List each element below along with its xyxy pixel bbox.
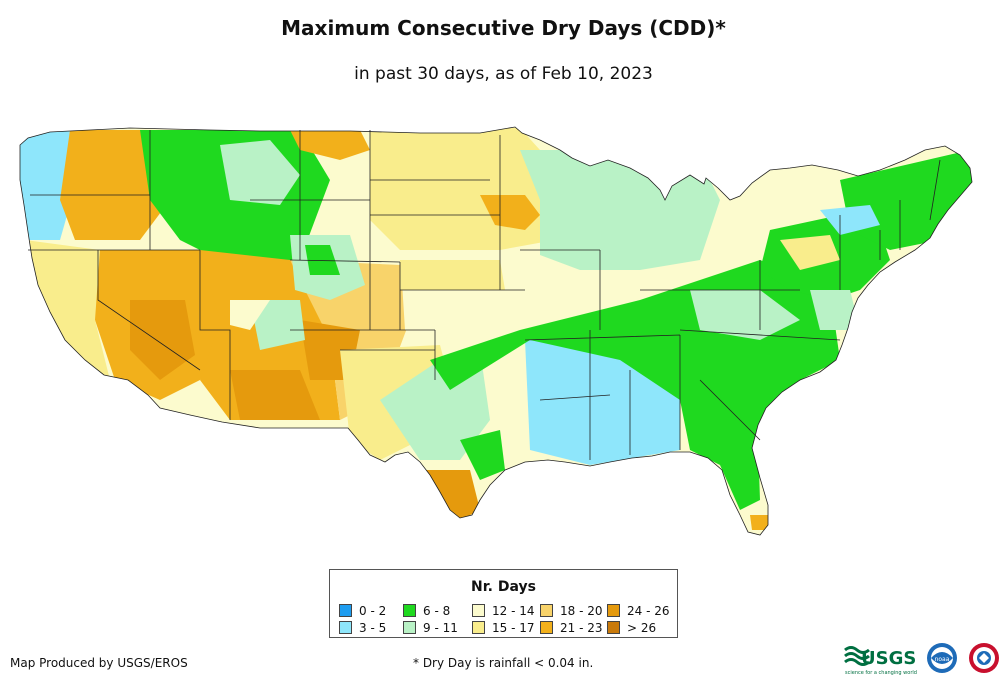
legend-title: Nr. Days: [471, 579, 536, 595]
legend-item: 3 - 5: [339, 620, 403, 635]
legend-label: 18 - 20: [560, 603, 603, 618]
legend-swatch: [339, 604, 352, 617]
legend-label: 21 - 23: [560, 620, 603, 635]
us-cdd-map: [19, 126, 973, 536]
usgs-logo: USGS science for a changing world: [844, 646, 917, 676]
nws-logo: [969, 643, 999, 673]
usgs-logo-text: USGS: [861, 648, 916, 669]
legend-label: 9 - 11: [423, 620, 458, 635]
usgs-tagline: science for a changing world: [845, 670, 917, 676]
legend-item: 15 - 17: [472, 620, 540, 635]
legend-grid: 0 - 2 6 - 8 12 - 14 18 - 20 24 - 26 3 - …: [339, 603, 670, 635]
legend-item: 6 - 8: [403, 603, 472, 618]
produced-by-credit: Map Produced by USGS/EROS: [10, 656, 188, 670]
legend: Nr. Days 0 - 2 6 - 8 12 - 14 18 - 20 24 …: [329, 569, 678, 638]
legend-swatch: [339, 621, 352, 634]
noaa-logo-text: noaa: [935, 656, 950, 663]
legend-swatch: [540, 604, 553, 617]
legend-swatch: [607, 604, 620, 617]
legend-item: 0 - 2: [339, 603, 403, 618]
state-borders: [19, 126, 973, 536]
legend-swatch: [540, 621, 553, 634]
map-title: Maximum Consecutive Dry Days (CDD)*: [281, 16, 726, 40]
legend-label: 12 - 14: [492, 603, 535, 618]
legend-swatch: [472, 604, 485, 617]
legend-item: > 26: [607, 620, 669, 635]
legend-swatch: [472, 621, 485, 634]
noaa-logo: noaa: [927, 643, 957, 673]
legend-label: 3 - 5: [359, 620, 387, 635]
legend-label: > 26: [627, 620, 657, 635]
agency-logos: USGS science for a changing world noaa: [844, 643, 999, 676]
legend-item: 18 - 20: [540, 603, 607, 618]
legend-label: 15 - 17: [492, 620, 535, 635]
legend-item: 21 - 23: [540, 620, 607, 635]
dry-days-fill: [20, 127, 972, 535]
legend-swatch: [607, 621, 620, 634]
legend-item: 12 - 14: [472, 603, 540, 618]
legend-item: 9 - 11: [403, 620, 472, 635]
legend-label: 6 - 8: [423, 603, 451, 618]
legend-label: 24 - 26: [627, 603, 670, 618]
dry-day-definition-note: * Dry Day is rainfall < 0.04 in.: [413, 656, 594, 670]
legend-item: 24 - 26: [607, 603, 670, 618]
map-subtitle: in past 30 days, as of Feb 10, 2023: [354, 64, 653, 84]
legend-swatch: [403, 621, 416, 634]
legend-swatch: [403, 604, 416, 617]
legend-label: 0 - 2: [359, 603, 387, 618]
